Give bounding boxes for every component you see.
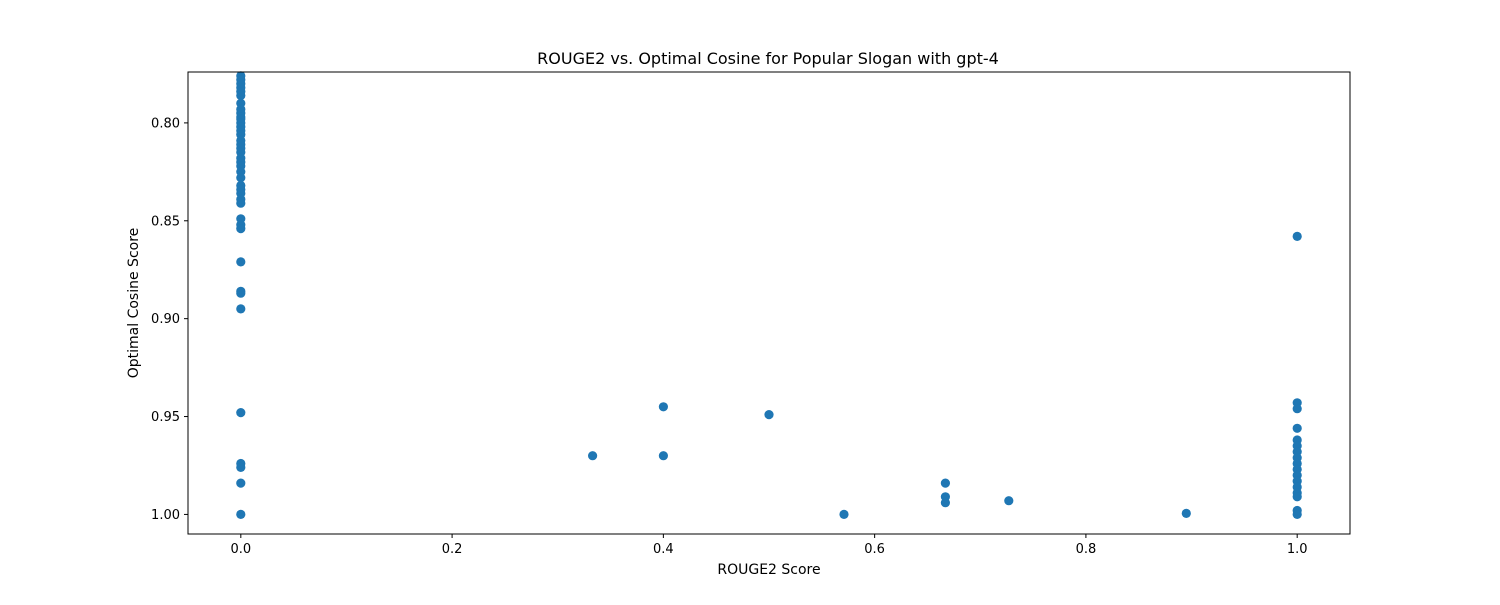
- data-point: [1292, 404, 1302, 414]
- y-tick-label: 0.85: [151, 214, 180, 229]
- x-tick-label: 0.4: [653, 542, 674, 557]
- x-axis-label: ROUGE2 Score: [717, 562, 820, 578]
- data-point: [764, 410, 774, 420]
- data-point: [1292, 509, 1302, 519]
- x-tick-label: 0.2: [442, 542, 463, 557]
- plot-frame: [187, 71, 1351, 535]
- data-point: [236, 462, 246, 472]
- data-point: [236, 198, 246, 208]
- data-point: [1181, 508, 1191, 518]
- x-tick-label: 0.8: [1076, 542, 1097, 557]
- data-point: [658, 451, 669, 461]
- chart-title: ROUGE2 vs. Optimal Cosine for Popular Sl…: [537, 49, 999, 68]
- data-point: [1004, 496, 1014, 506]
- data-point: [236, 478, 246, 488]
- y-tick-label: 1.00: [151, 508, 180, 523]
- data-point: [1292, 231, 1302, 241]
- y-tick-label: 0.95: [151, 410, 180, 425]
- data-point: [1292, 423, 1302, 433]
- data-point: [839, 509, 849, 519]
- data-points: [236, 71, 1302, 519]
- data-point: [236, 408, 246, 418]
- data-point: [236, 288, 246, 298]
- axis-ticks: 0.0 0.2 0.4 0.6 0.8 1.0 0.80 0.85 0.90 0.95 1.00: [151, 116, 1307, 557]
- data-point: [236, 257, 246, 267]
- data-point: [658, 402, 669, 412]
- data-point: [236, 173, 246, 183]
- data-point: [940, 478, 951, 488]
- data-point: [940, 498, 951, 508]
- data-point: [588, 451, 598, 461]
- data-point: [236, 90, 246, 101]
- y-tick-label: 0.80: [151, 116, 180, 131]
- x-tick-label: 0.6: [864, 542, 885, 557]
- y-tick-label: 0.90: [151, 312, 180, 327]
- data-point: [236, 304, 246, 314]
- data-point: [236, 224, 246, 234]
- data-point: [236, 509, 246, 519]
- data-point: [1292, 492, 1302, 502]
- x-tick-label: 0.0: [230, 542, 251, 557]
- x-tick-label: 1.0: [1287, 542, 1308, 557]
- y-axis-label: Optimal Cosine Score: [126, 228, 142, 379]
